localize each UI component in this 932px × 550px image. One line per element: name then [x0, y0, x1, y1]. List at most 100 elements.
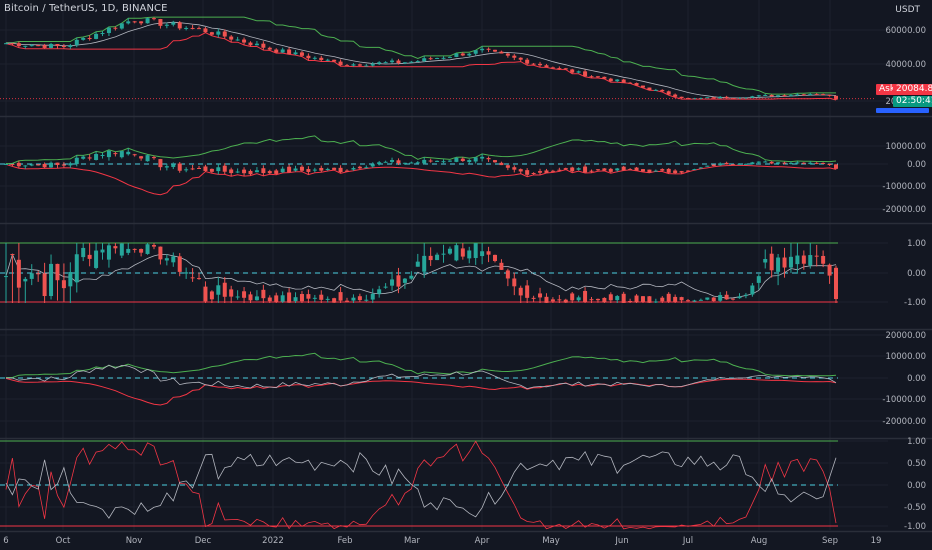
candle-body: [505, 270, 510, 279]
candle-body: [550, 67, 555, 69]
candle-body: [235, 39, 240, 41]
candle-body: [608, 168, 613, 172]
candle-body: [370, 63, 375, 66]
candle-body: [769, 253, 774, 271]
candle-body: [673, 170, 678, 174]
candle-body: [782, 257, 787, 268]
candle-body: [216, 285, 221, 295]
candle-body: [164, 258, 169, 261]
x-tick-label: Jul: [682, 536, 693, 546]
x-tick-label: Mar: [404, 536, 421, 546]
oscillator-2-pane[interactable]: [0, 352, 838, 406]
candle-body: [525, 170, 530, 175]
candle-body: [834, 95, 838, 100]
time-axis[interactable]: 6 Oct Nov Dec 2022 Feb Mar Apr May Jun Jul Aug Sep 19: [3, 536, 881, 546]
candle-body: [776, 95, 781, 97]
candle-body: [119, 243, 124, 256]
price-pane[interactable]: [0, 16, 876, 101]
candle-body: [634, 295, 639, 303]
candle-body: [834, 164, 838, 169]
candle-body: [570, 167, 575, 172]
y-tick-label: 1.00: [907, 437, 926, 447]
candle-body: [197, 28, 202, 30]
candle-body: [512, 55, 517, 58]
candle-body: [287, 49, 292, 55]
candle-body: [4, 276, 8, 278]
candle-body: [113, 27, 118, 29]
candle-body: [731, 298, 736, 300]
candle-body: [473, 157, 478, 162]
candle-body: [538, 171, 543, 173]
candle-body: [615, 296, 620, 301]
candle-body: [299, 166, 304, 171]
candle-body: [763, 259, 768, 263]
y-tick-label: -20000.00: [882, 205, 926, 215]
candle-body: [229, 169, 234, 174]
candle-body: [158, 159, 163, 168]
y-tick-label: 20000.00: [885, 331, 926, 341]
candle-body: [325, 168, 330, 170]
candle-body: [332, 167, 337, 170]
normalized-1-pane[interactable]: [0, 242, 838, 303]
candle-body: [731, 164, 736, 166]
x-tick-label: Sep: [822, 536, 838, 546]
oscillator-1-pane[interactable]: [0, 135, 838, 196]
candle-body: [203, 28, 208, 33]
candle-body: [821, 94, 826, 96]
candle-body: [595, 76, 600, 78]
normalized-2-pane[interactable]: [0, 440, 838, 530]
candle-body: [55, 162, 60, 165]
candle-body: [486, 251, 491, 255]
candle-body: [274, 170, 279, 174]
symbol-title[interactable]: Bitcoin / TetherUS, 1D, BINANCE: [4, 3, 168, 14]
candle-body: [666, 293, 671, 302]
candle-body: [621, 79, 626, 83]
candle-body: [589, 299, 594, 301]
candle-body: [480, 251, 485, 257]
candle-body: [293, 297, 298, 302]
candle-body: [525, 285, 530, 298]
candle-body: [126, 151, 131, 155]
candle-body: [499, 51, 504, 54]
candle-body: [235, 296, 240, 298]
candle-body: [557, 68, 562, 70]
x-tick-label: 19: [871, 536, 882, 546]
candle-body: [763, 94, 768, 96]
candle-body: [602, 76, 607, 79]
candle-body: [87, 157, 92, 159]
candle-body: [94, 154, 99, 160]
candle-body: [634, 83, 639, 86]
candles: [4, 243, 838, 303]
candle-body: [486, 158, 491, 160]
candle-body: [692, 300, 697, 302]
candle-body: [608, 78, 613, 82]
candle-body: [55, 44, 60, 47]
candle-body: [4, 164, 8, 165]
candle-body: [390, 279, 395, 286]
candle-body: [209, 291, 214, 300]
candle-body: [402, 278, 407, 283]
candle-body: [332, 298, 337, 303]
candle-body: [628, 82, 633, 84]
candle-body: [608, 294, 613, 301]
candle-body: [480, 156, 485, 159]
candle-body: [621, 293, 626, 303]
candle-body: [42, 45, 47, 48]
y-tick-label: 0.00: [907, 374, 926, 384]
y-tick-label: -10000.00: [882, 395, 926, 405]
candle-body: [280, 49, 285, 53]
candle-body: [319, 167, 324, 171]
candles: [4, 17, 838, 100]
candle-body: [666, 168, 671, 173]
candle-body: [422, 58, 427, 62]
candle-body: [505, 165, 510, 168]
candle-body: [106, 245, 111, 260]
mid-line: [5, 253, 837, 299]
candle-body: [267, 47, 272, 50]
candle-body: [660, 297, 665, 302]
candle-body: [222, 282, 227, 297]
signal-line: [6, 364, 837, 390]
candle-body: [814, 255, 819, 257]
y-tick-label: -1.00: [904, 522, 926, 532]
candle-body: [441, 57, 446, 59]
